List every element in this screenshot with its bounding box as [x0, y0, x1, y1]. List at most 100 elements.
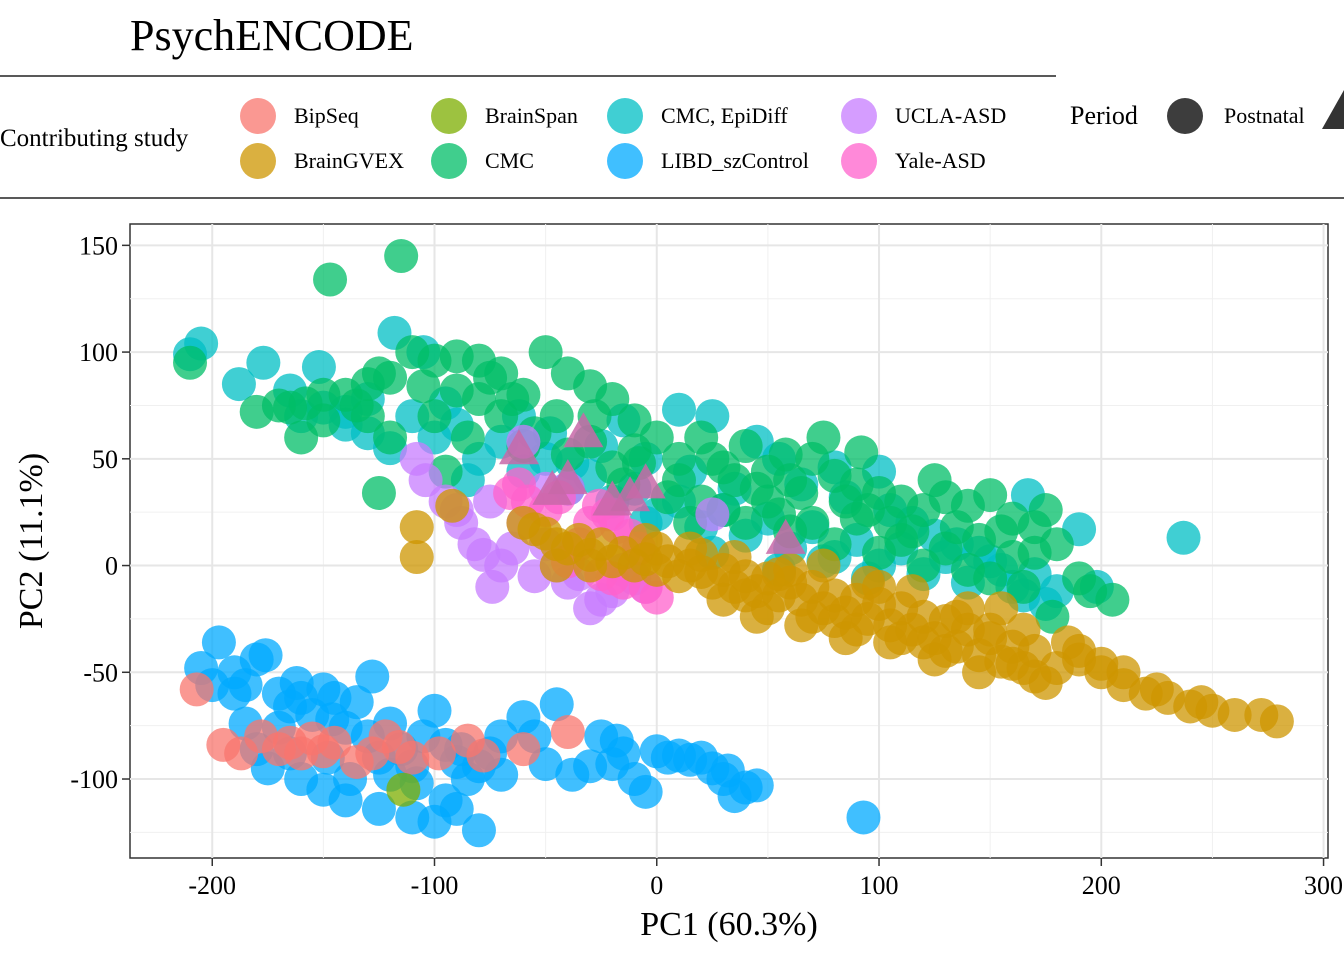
point-brainspan — [386, 772, 421, 807]
point-libd-szcontrol — [201, 625, 236, 660]
point-bipseq — [421, 736, 456, 771]
point-braingvex — [806, 548, 841, 583]
x-tick-label: -100 — [411, 871, 459, 900]
point-cmc — [373, 360, 408, 395]
point-braingvex — [717, 540, 752, 575]
x-tick-label: 300 — [1304, 871, 1343, 900]
legend-period-circle-key — [1167, 98, 1203, 134]
point-braingvex — [1106, 655, 1141, 690]
point-cmc — [384, 239, 419, 274]
x-tick-label: -200 — [188, 871, 236, 900]
legend-period-triangle-key — [1322, 90, 1344, 129]
legend-label-bipseq: BipSeq — [294, 103, 359, 128]
chart-title: PsychENCODE — [130, 11, 414, 60]
point-libd-szcontrol — [279, 665, 314, 700]
point-cmc — [895, 514, 930, 549]
point-cmc — [313, 262, 348, 297]
point-cmc — [306, 377, 341, 412]
point-braingvex — [962, 655, 997, 690]
point-libd-szcontrol — [461, 813, 496, 848]
point-braingvex — [828, 621, 863, 656]
point-cmc — [844, 435, 879, 470]
point-triangle — [765, 518, 806, 554]
x-tick-label: 100 — [860, 871, 899, 900]
point-cmc — [1006, 569, 1041, 604]
point-libd-szcontrol — [710, 753, 745, 788]
point-libd-szcontrol — [846, 800, 881, 835]
point-cmc — [373, 420, 408, 455]
point-braingvex — [539, 548, 574, 583]
y-tick-label: -100 — [70, 765, 118, 794]
y-tick-label: 150 — [79, 231, 118, 260]
legend-label-braingvex: BrainGVEX — [294, 148, 404, 173]
point-cmc — [406, 369, 441, 404]
point-libd-szcontrol — [599, 723, 634, 758]
point-braingvex — [1006, 612, 1041, 647]
point-braingvex — [984, 591, 1019, 626]
point-cmc — [973, 561, 1008, 596]
x-tick-label: 200 — [1082, 871, 1121, 900]
point-cmc — [973, 478, 1008, 513]
point-cmc — [173, 345, 208, 380]
point-braingvex — [628, 522, 663, 557]
y-tick-label: 100 — [79, 338, 118, 367]
y-tick-label: 50 — [92, 445, 118, 474]
point-cmc-epidiff — [661, 392, 696, 427]
legend-key-braingvex — [240, 143, 276, 179]
y-axis-title: PC2 (11.1%) — [13, 453, 50, 629]
point-bipseq — [179, 672, 214, 707]
point-cmc — [739, 471, 774, 506]
point-cmc — [473, 360, 508, 395]
legend-label-ucla-asd: UCLA-ASD — [895, 103, 1006, 128]
point-braingvex — [673, 531, 708, 566]
point-yale-asd — [639, 580, 674, 615]
point-ucla-asd — [495, 531, 530, 566]
point-ucla-asd — [695, 497, 730, 532]
point-triangle — [498, 429, 539, 465]
point-cmc — [1028, 493, 1063, 528]
point-braingvex — [762, 557, 797, 592]
point-libd-szcontrol — [428, 783, 463, 818]
legend-label-yale-asd: Yale-ASD — [895, 148, 986, 173]
x-axis-title: PC1 (60.3%) — [640, 906, 818, 943]
point-cmc — [1035, 599, 1070, 634]
legend-key-ucla-asd — [841, 98, 877, 134]
point-cmc — [495, 382, 530, 417]
legend-key-libd-szcontrol — [607, 143, 643, 179]
point-braingvex — [784, 608, 819, 643]
point-braingvex — [399, 510, 434, 545]
point-cmc — [695, 441, 730, 476]
point-cmc — [339, 388, 374, 423]
point-cmc — [528, 335, 563, 370]
point-braingvex — [895, 574, 930, 609]
point-braingvex — [1050, 625, 1085, 660]
point-cmc — [450, 420, 485, 455]
legend: Contributing study BipSeq BrainGVEX BrainS… — [0, 75, 1344, 199]
point-braingvex — [435, 488, 470, 523]
point-bipseq — [466, 738, 501, 773]
point-libd-szcontrol — [284, 762, 319, 797]
point-libd-szcontrol — [317, 680, 352, 715]
point-cmc — [539, 399, 574, 434]
point-braingvex — [573, 548, 608, 583]
point-cmc — [984, 514, 1019, 549]
legend-label-brainspan: BrainSpan — [485, 103, 578, 128]
point-triangle — [563, 412, 604, 448]
point-cmc — [728, 429, 763, 464]
legend-label-cmc-epidiff: CMC, EpiDiff — [661, 103, 788, 128]
point-cmc — [795, 505, 830, 540]
point-braingvex — [1139, 672, 1174, 707]
point-cmc-epidiff — [221, 367, 256, 402]
point-libd-szcontrol — [248, 638, 283, 673]
legend-period-title: Period — [1070, 101, 1138, 130]
point-braingvex — [739, 599, 774, 634]
point-braingvex — [850, 565, 885, 600]
data-points — [173, 239, 1294, 848]
point-cmc — [439, 373, 474, 408]
point-ucla-asd — [408, 463, 443, 498]
point-bipseq — [550, 715, 585, 750]
point-bipseq — [506, 732, 541, 767]
point-bipseq — [317, 725, 352, 760]
point-braingvex — [939, 599, 974, 634]
